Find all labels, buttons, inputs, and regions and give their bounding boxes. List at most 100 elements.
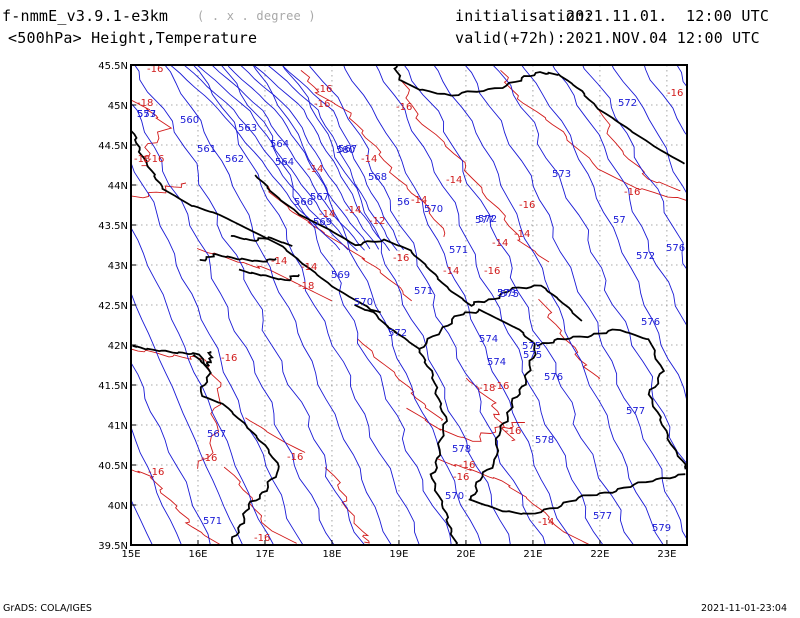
init-label: initialisation: bbox=[455, 7, 594, 25]
height-label: 573 bbox=[497, 288, 516, 299]
height-contour-line bbox=[240, 65, 380, 250]
temperature-label: -14 bbox=[538, 517, 554, 528]
temperature-label: -16 bbox=[493, 381, 509, 392]
height-contour-line bbox=[375, 65, 604, 545]
temperature-label: -14 bbox=[361, 154, 377, 165]
temperature-contour-line bbox=[465, 377, 516, 442]
height-contour-line bbox=[281, 65, 404, 251]
height-label: 575 bbox=[500, 289, 519, 300]
height-contour-line bbox=[252, 65, 390, 252]
height-contour-line bbox=[521, 65, 687, 402]
temperature-contour-line bbox=[406, 407, 525, 442]
height-label: 577 bbox=[626, 406, 645, 417]
height-contour-line bbox=[131, 102, 335, 545]
coastline-border bbox=[354, 303, 381, 314]
height-label: 579 bbox=[652, 523, 671, 534]
height-label: 57 bbox=[613, 215, 626, 226]
height-label: 573 bbox=[137, 109, 156, 120]
temperature-label: -16 bbox=[667, 88, 683, 99]
height-contour-line bbox=[164, 65, 392, 545]
height-label: 575 bbox=[522, 341, 541, 352]
height-label: 567 bbox=[338, 144, 357, 155]
height-contour-line bbox=[643, 65, 687, 137]
height-contour-line bbox=[192, 65, 421, 545]
height-label: 560 bbox=[180, 115, 199, 126]
height-contour-line bbox=[686, 43, 800, 580]
temperature-label: -16 bbox=[147, 64, 163, 75]
model-name: f-nmmE_v3.9.1-e3km bbox=[2, 7, 169, 25]
temperature-label: -16 bbox=[453, 472, 469, 483]
height-contour-line bbox=[281, 65, 511, 545]
coastline-border bbox=[230, 234, 293, 247]
x-tick-label: 16E bbox=[188, 549, 207, 560]
temperature-contour-line bbox=[500, 69, 687, 202]
temperature-label: -14 bbox=[319, 209, 335, 220]
height-contour-line bbox=[492, 65, 687, 465]
y-tick-label: 41.5N bbox=[98, 381, 128, 392]
y-tick-label: 42.5N bbox=[98, 301, 128, 312]
height-label: 572 bbox=[636, 251, 655, 262]
height-contour-line bbox=[780, 45, 800, 580]
y-tick-label: 41N bbox=[108, 421, 128, 432]
map-frame bbox=[130, 64, 688, 546]
x-tick-label: 15E bbox=[121, 549, 140, 560]
height-contour-line bbox=[131, 498, 153, 545]
height-label: 572 bbox=[618, 98, 637, 109]
footer-credit: GrADS: COLA/IGES bbox=[3, 603, 92, 614]
height-label: 576 bbox=[666, 243, 685, 254]
temperature-contour-line bbox=[131, 99, 173, 167]
coastline-border bbox=[254, 174, 583, 322]
y-tick-label: 39.5N bbox=[98, 541, 128, 552]
coastline-border bbox=[192, 351, 214, 367]
temperature-contour-line bbox=[324, 467, 370, 544]
temperature-label: -14 bbox=[492, 238, 508, 249]
temperature-label: -16 bbox=[254, 533, 270, 544]
temperature-label: -16 bbox=[396, 102, 412, 113]
x-tick-label: 18E bbox=[322, 549, 341, 560]
height-contour-line bbox=[196, 65, 358, 252]
height-contour-line bbox=[211, 65, 365, 251]
height-label: 574 bbox=[487, 357, 506, 368]
height-label: 578 bbox=[535, 435, 554, 446]
temperature-label: -16 bbox=[201, 453, 217, 464]
height-label: 571 bbox=[414, 286, 433, 297]
temperature-label: -14 bbox=[446, 175, 462, 186]
temperature-contour-line bbox=[400, 80, 550, 263]
height-label: 577 bbox=[475, 215, 494, 226]
temperature-label: -16 bbox=[393, 253, 409, 264]
temperature-label: -18 bbox=[137, 98, 153, 109]
height-label: 568 bbox=[368, 172, 387, 183]
height-label: 572 bbox=[388, 328, 407, 339]
height-contour-line bbox=[552, 65, 687, 327]
temperature-label: -14 bbox=[411, 195, 427, 206]
height-contour-line bbox=[220, 65, 452, 545]
height-contour-line bbox=[134, 65, 366, 545]
temperature-label: -16 bbox=[221, 353, 237, 364]
height-label: 574 bbox=[479, 334, 498, 345]
height-label: 567 bbox=[207, 429, 226, 440]
height-label: 569 bbox=[331, 270, 350, 281]
axis-ticks: 15E 16E 17E 18E 19E 20E 21E 22E 23E 39.5N 40N 40.5N… bbox=[98, 61, 676, 560]
height-label: 576 bbox=[641, 317, 660, 328]
height-label: 573 bbox=[552, 169, 571, 180]
height-contour-line bbox=[0, 45, 90, 580]
y-tick-label: 45.5N bbox=[98, 61, 128, 72]
x-tick-label: 17E bbox=[255, 549, 274, 560]
height-contour-line bbox=[611, 65, 687, 195]
footer-timestamp: 2021-11-01-23:04 bbox=[700, 603, 787, 614]
y-tick-label: 44N bbox=[108, 181, 128, 192]
height-contour-line bbox=[403, 65, 635, 545]
height-contour-line bbox=[252, 65, 482, 545]
coastline-border bbox=[468, 473, 686, 515]
height-label: 571 bbox=[449, 245, 468, 256]
height-contour-line bbox=[0, 45, 122, 581]
height-contour-line bbox=[464, 65, 687, 541]
valid-label: valid(+72h): bbox=[455, 29, 566, 47]
temperature-contour-line bbox=[223, 466, 297, 544]
height-contour-line bbox=[131, 161, 304, 545]
coastline-border bbox=[536, 328, 687, 470]
temperature-label: -14 bbox=[345, 205, 361, 216]
coastline-border bbox=[238, 268, 300, 282]
coastline-border bbox=[393, 65, 685, 165]
temperature-contour-line bbox=[245, 417, 306, 453]
